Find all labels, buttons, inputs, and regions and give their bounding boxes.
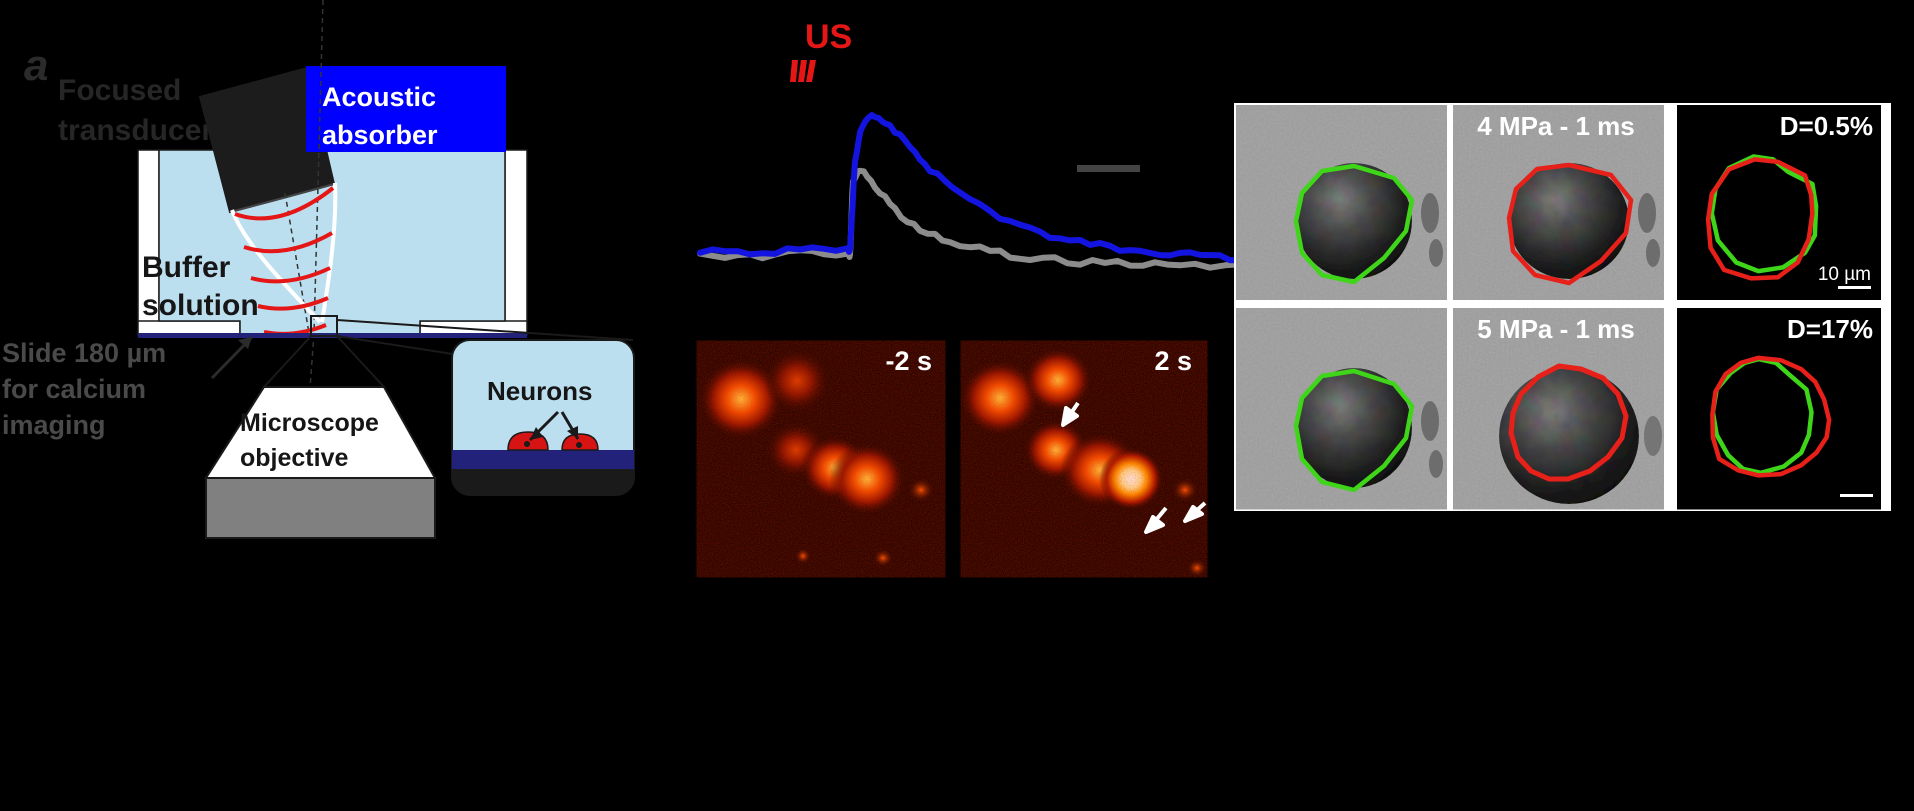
svg-text:transducer: transducer — [58, 114, 213, 147]
svg-text:solution: solution — [142, 289, 259, 322]
svg-text:Acoustic: Acoustic — [322, 82, 436, 112]
svg-text:Microscope: Microscope — [240, 409, 379, 437]
svg-text:Neurons: Neurons — [487, 376, 592, 406]
svg-text:4 MPa - 1 ms: 4 MPa - 1 ms — [1477, 111, 1635, 141]
svg-text:Buffer: Buffer — [142, 251, 231, 284]
svg-text:Focused: Focused — [58, 74, 181, 107]
svg-text:objective: objective — [240, 444, 348, 472]
svg-text:Slide 180 µm: Slide 180 µm — [2, 338, 166, 368]
svg-text:2 s: 2 s — [1154, 346, 1192, 376]
svg-text:for calcium: for calcium — [2, 374, 146, 404]
svg-text:D=0.5%: D=0.5% — [1780, 111, 1873, 141]
svg-text:10 µm: 10 µm — [1818, 264, 1871, 285]
svg-text:imaging: imaging — [2, 410, 106, 440]
svg-text:-2 s: -2 s — [885, 346, 932, 376]
svg-text:a: a — [24, 41, 48, 90]
svg-text:absorber: absorber — [322, 120, 438, 150]
svg-text:D=17%: D=17% — [1787, 314, 1873, 344]
svg-text:5 MPa - 1 ms: 5 MPa - 1 ms — [1477, 314, 1635, 344]
